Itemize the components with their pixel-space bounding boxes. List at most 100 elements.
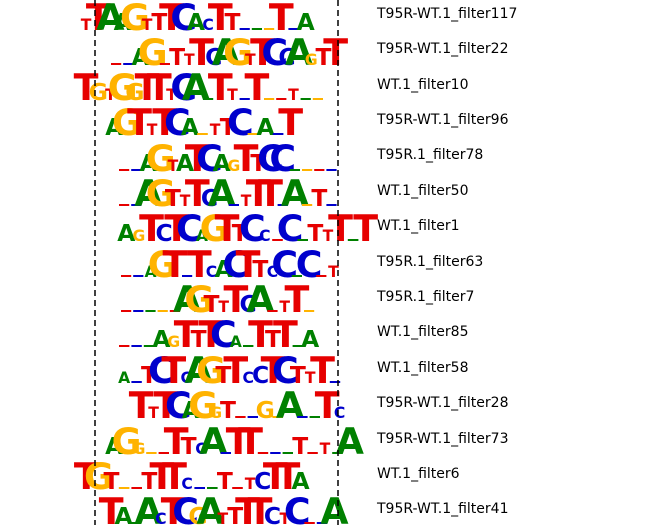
logo-letter-t: T [226, 420, 251, 463]
logo-letter-g: G [89, 78, 108, 106]
logo-letter-g: G [256, 396, 275, 424]
logo-residual-mark [272, 416, 283, 418]
logo-residual-mark [304, 310, 315, 312]
logo-letter-t: T [244, 66, 269, 109]
logo-residual-mark [228, 204, 239, 206]
logo-residual-mark [239, 98, 250, 100]
logo-letter-a: A [139, 149, 157, 177]
logo-letter-t: T [220, 113, 236, 141]
logo-residual-mark [159, 63, 170, 65]
logo-letter-t: T [223, 349, 248, 392]
logo-letter-t: T [307, 219, 323, 247]
logo-letter-a: A [301, 325, 319, 353]
logo-letter-c: C [202, 16, 213, 34]
logo-letter-a: A [182, 66, 210, 109]
logo-letter-t: T [152, 101, 177, 144]
logo-letter-a: A [199, 420, 227, 463]
logo-letter-t: T [208, 0, 233, 39]
logo-letter-t: T [269, 0, 294, 39]
logo-letter-a: A [213, 149, 231, 177]
logo-letter-a: A [285, 31, 313, 74]
logo-residual-mark [307, 452, 318, 454]
logo-residual-mark [329, 381, 341, 383]
logo-residual-mark [289, 169, 300, 171]
logo-letter-t: T [154, 384, 179, 427]
logo-letter-t: T [169, 43, 185, 71]
logo-letter-c: C [284, 490, 311, 525]
logo-letter-a: A [215, 255, 233, 283]
logo-residual-mark [158, 452, 169, 454]
logo-letter-t: T [261, 349, 286, 392]
logo-residual-mark [131, 169, 142, 171]
logo-letter-c: C [334, 404, 345, 422]
logo-letter-c: C [227, 101, 254, 144]
logo-letter-t: T [189, 31, 214, 74]
logo-letter-t: T [161, 349, 186, 392]
logo-residual-mark [326, 169, 337, 171]
logo-letter-c: C [259, 227, 270, 245]
logo-letter-c: C [196, 137, 223, 180]
logo-letter-c: C [176, 207, 203, 250]
logo-letter-c: C [277, 207, 304, 250]
logo-residual-mark [314, 169, 325, 171]
filter-label: T95R.1_filter63 [377, 254, 484, 270]
logo-residual-mark [288, 28, 299, 30]
logo-residual-mark [267, 310, 278, 312]
logo-residual-mark [264, 98, 275, 100]
logo-letter-t: T [250, 149, 266, 177]
logo-letter-t: T [129, 384, 154, 427]
logo-letter-a: A [297, 8, 315, 36]
logo-letter-a: A [114, 8, 132, 36]
logo-residual-mark [131, 487, 142, 489]
logo-residual-mark [197, 133, 208, 135]
logo-letter-t: T [161, 490, 186, 525]
logo-residual-mark [119, 204, 130, 206]
filter-label: WT.1_filter10 [377, 77, 469, 93]
logo-letter-a: A [291, 467, 309, 495]
logo-letter-t: T [305, 369, 316, 387]
logo-letter-g: G [209, 404, 222, 422]
logo-letter-t: T [147, 121, 158, 139]
logo-letter-t: T [218, 298, 229, 316]
logo-letter-t: T [148, 404, 159, 422]
logo-residual-mark [131, 381, 142, 383]
logo-letter-c: C [170, 0, 197, 39]
logo-letter-g: G [112, 420, 142, 463]
logo-letter-t: T [220, 396, 236, 424]
logo-letter-g: G [167, 333, 180, 351]
logo-letter-t: T [142, 16, 153, 34]
logo-letter-c: C [242, 369, 253, 387]
logo-letter-c: C [206, 263, 217, 281]
logo-letter-t: T [316, 43, 332, 71]
logo-letter-t: T [245, 51, 256, 69]
logo-letter-g: G [133, 440, 146, 458]
logo-letter-g: G [223, 31, 253, 74]
logo-residual-mark [247, 416, 258, 418]
logo-letter-c: C [201, 184, 218, 212]
logo-letter-c: C [164, 101, 191, 144]
logo-residual-mark [169, 310, 180, 312]
filter-label: WT.1_filter1 [377, 218, 460, 234]
logo-letter-t: T [292, 432, 308, 460]
logo-letter-a: A [185, 349, 213, 392]
logo-letter-c: C [267, 263, 278, 281]
logo-letter-t: T [166, 86, 177, 104]
logo-residual-mark [194, 487, 205, 489]
logo-letter-g: G [108, 66, 138, 109]
logo-letter-t: T [210, 121, 221, 139]
logo-letter-t: T [99, 490, 124, 525]
logo-letter-c: C [296, 243, 323, 286]
logo-residual-mark [270, 452, 281, 454]
logo-letter-c: C [156, 219, 173, 247]
logo-residual-mark [326, 204, 337, 206]
logo-letter-c: C [261, 31, 288, 74]
logo-letter-a: A [208, 172, 236, 215]
logo-letter-t: T [185, 137, 210, 180]
logo-letter-t: T [315, 384, 340, 427]
logo-residual-mark [220, 452, 231, 454]
logo-letter-t: T [248, 490, 273, 525]
logo-letter-t: T [320, 440, 331, 458]
logo-residual-mark [272, 239, 283, 241]
